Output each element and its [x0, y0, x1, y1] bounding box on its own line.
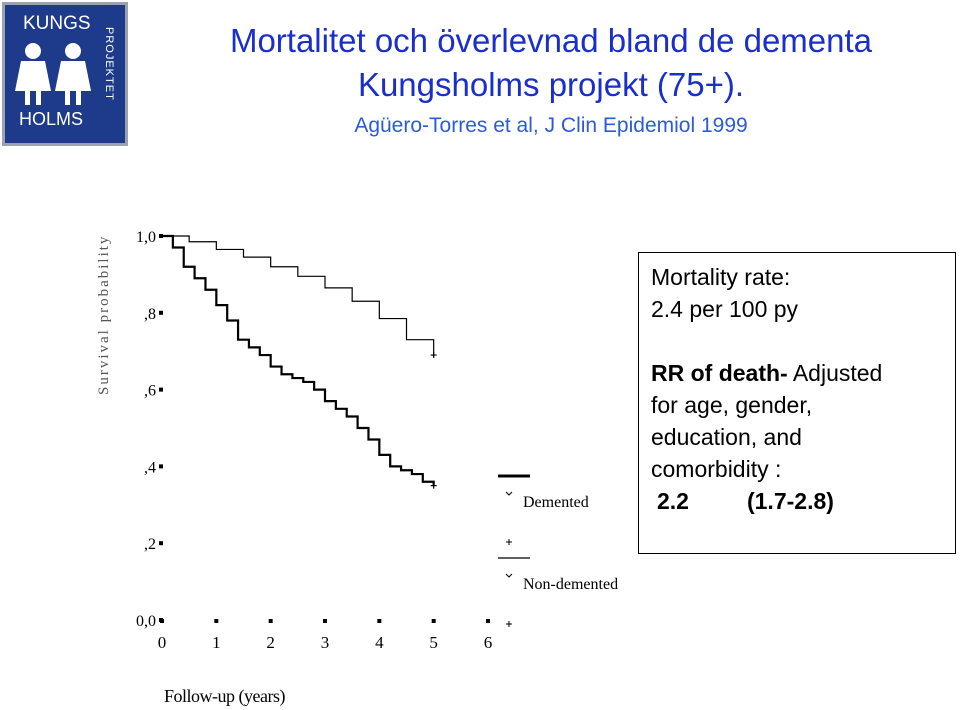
logo-figures-icon	[15, 43, 91, 105]
logo-text-top: KUNGS	[23, 13, 91, 34]
survival-chart: 0,0 ,2 ,4 ,6 ,8 1,0 0 1 2 3 4 5 6 Demented Non-demente…	[136, 229, 618, 652]
mortality-rate-label: Mortality rate:	[651, 264, 791, 290]
y-tick-mark	[159, 541, 163, 546]
legend-marker	[505, 573, 513, 578]
rr-ci: (1.7-2.8)	[746, 488, 834, 514]
legend-censor-mark	[506, 539, 512, 545]
x-tick-mark	[323, 619, 327, 623]
legend-label: Non-demented	[523, 576, 618, 593]
x-tick-mark	[160, 619, 164, 623]
mortality-rate-value: 2.4 per 100 py	[651, 296, 799, 322]
series-line-non-demented	[162, 235, 435, 356]
page-title-line2: Kungsholms projekt (75+).	[357, 66, 745, 103]
x-tick-label: 2	[266, 633, 275, 652]
legend-censor-mark	[506, 621, 512, 627]
y-tick-label: 1,0	[136, 229, 156, 246]
legend-marker	[505, 491, 513, 496]
x-tick-label: 5	[429, 633, 438, 652]
legend-label: Demented	[523, 494, 589, 511]
y-tick-label: ,6	[144, 383, 156, 400]
x-tick-label: 6	[484, 633, 493, 652]
x-tick-mark	[377, 619, 382, 623]
x-tick-mark	[214, 619, 219, 623]
y-tick-mark	[159, 310, 163, 315]
x-axis-label: Follow-up (years)	[164, 686, 285, 706]
rr-line-4: comorbidity :	[651, 456, 782, 482]
rr-line-2: for age, gender,	[651, 392, 813, 418]
y-tick-label: 0,0	[136, 613, 156, 630]
y-tick-label: ,4	[144, 459, 156, 476]
rr-bold-text: RR of death-	[651, 360, 788, 386]
x-tick-label: 3	[321, 633, 330, 652]
rr-rest-text: Adjusted	[787, 360, 883, 386]
logo-text-bottom: HOLMS	[19, 109, 84, 129]
x-tick-mark	[268, 619, 273, 623]
x-tick-label: 0	[158, 633, 167, 652]
rr-value: 2.2	[657, 488, 689, 514]
mortality-info-box: Mortality rate: 2.4 per 100 py RR of dea…	[638, 252, 956, 554]
citation-subtitle: Agüero-Torres et al, J Clin Epidemiol 19…	[354, 114, 748, 137]
x-tick-mark	[431, 619, 436, 623]
censor-mark	[430, 352, 437, 359]
rr-line-3: education, and	[651, 424, 802, 450]
series-line-demented	[162, 234, 435, 486]
y-tick-label: ,2	[144, 536, 156, 553]
x-tick-label: 1	[212, 633, 221, 652]
y-tick-mark	[159, 234, 163, 238]
rr-line: RR of death- Adjusted	[651, 357, 943, 389]
x-tick-label: 4	[375, 633, 384, 652]
page-title-line1: Mortalitet och överlevnad bland de demen…	[229, 22, 873, 59]
y-tick-label: ,8	[144, 306, 156, 323]
censor-mark	[430, 482, 437, 489]
logo-text-side: PROJEKTET	[103, 27, 115, 101]
y-tick-mark	[159, 464, 163, 469]
rr-result: 2.2 (1.7-2.8)	[651, 485, 943, 517]
kungsholm-logo: KUNGS HOLMS PROJEKTET	[2, 2, 128, 146]
x-tick-mark	[486, 619, 490, 623]
y-tick-mark	[159, 387, 163, 392]
